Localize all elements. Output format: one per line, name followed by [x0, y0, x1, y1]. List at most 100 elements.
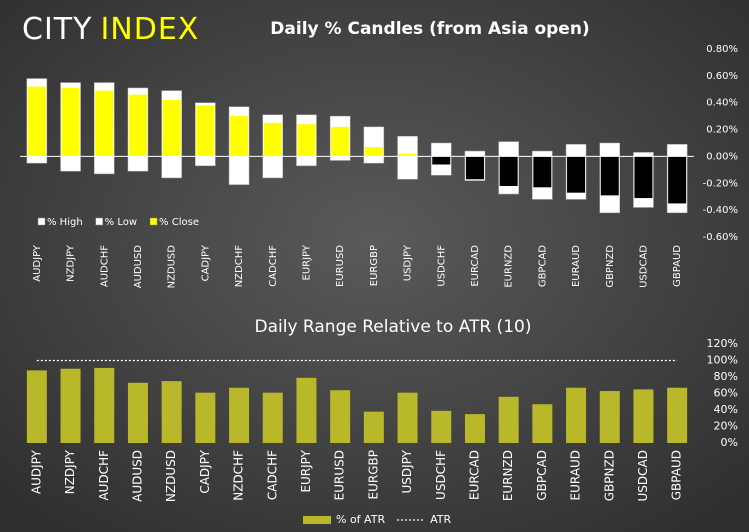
x-tick-label: EURCAD — [470, 245, 481, 287]
y-tick-label: 0.80% — [706, 44, 738, 55]
y-tick-label: 80% — [714, 370, 738, 383]
x-tick-label: USDCAD — [636, 450, 650, 501]
legend-label: % of ATR — [336, 513, 385, 526]
bar — [363, 411, 384, 443]
bar — [94, 367, 115, 443]
logo: CITY INDEX — [22, 12, 199, 47]
y-tick-label: 0.00% — [706, 151, 738, 162]
candle-close — [600, 156, 619, 196]
y-tick-label: 0% — [721, 436, 738, 449]
bar — [60, 368, 81, 443]
x-tick-label: GBPAUD — [672, 245, 683, 287]
bar — [127, 382, 148, 443]
x-tick-label: AUDUSD — [130, 450, 144, 502]
y-tick-label: 100% — [707, 354, 738, 367]
candle-close — [95, 90, 114, 157]
y-tick-label: -0.40% — [703, 205, 738, 216]
candle-range — [397, 136, 418, 180]
candle-close — [499, 156, 518, 186]
x-tick-label: GBPCAD — [535, 450, 549, 501]
legend-label: ATR — [430, 513, 451, 526]
candle-close — [465, 156, 484, 180]
legend-swatch — [149, 217, 158, 226]
candle-close — [263, 122, 282, 157]
x-tick-label: NZDCHF — [232, 450, 246, 501]
bar — [498, 396, 519, 443]
x-tick-label: NZDJPY — [66, 244, 77, 282]
x-tick-label: EURUSD — [335, 245, 346, 287]
x-tick-label: NZDUSD — [164, 450, 178, 502]
bar — [667, 387, 688, 443]
y-tick-label: 40% — [714, 403, 738, 416]
candle-close — [398, 153, 417, 157]
y-tick-label: 60% — [714, 387, 738, 400]
candle-close — [432, 156, 451, 165]
x-tick-label: NZDCHF — [234, 245, 245, 288]
bar — [464, 414, 485, 443]
candle-close — [331, 126, 350, 157]
legend-swatch — [37, 217, 46, 226]
x-tick-label: EURNZD — [501, 450, 515, 501]
bar — [431, 410, 452, 443]
bar — [566, 387, 587, 443]
legend-label: % Close — [159, 217, 199, 228]
x-tick-label: USDCAD — [638, 245, 649, 288]
x-tick-label: USDCHF — [436, 245, 447, 287]
x-tick-label: USDJPY — [400, 449, 414, 493]
y-tick-label: 20% — [714, 420, 738, 433]
candle-close — [162, 100, 181, 157]
bar — [26, 370, 47, 443]
x-tick-label: EURGBP — [366, 450, 380, 499]
candle-close — [668, 156, 687, 204]
x-tick-label: EURJPY — [301, 244, 312, 280]
candle-close — [230, 116, 249, 157]
chart-title: Daily % Candles (from Asia open) — [270, 19, 589, 39]
x-tick-label: EURCAD — [467, 450, 481, 500]
x-tick-label: CADCHF — [268, 245, 279, 287]
x-tick-label: GBPAUD — [670, 450, 684, 500]
bar — [161, 381, 182, 443]
bar — [633, 389, 654, 443]
x-tick-label: CADJPY — [198, 449, 212, 493]
candle-close — [533, 156, 552, 188]
legend-swatch — [303, 516, 331, 524]
y-tick-label: 0.20% — [706, 125, 738, 136]
candle-close — [634, 156, 653, 199]
bar — [296, 377, 317, 443]
x-tick-label: NZDUSD — [167, 245, 178, 289]
logo-part: CITY — [22, 12, 92, 47]
legend-swatch — [95, 217, 103, 226]
x-tick-label: AUDUSD — [133, 245, 144, 289]
y-tick-label: 120% — [707, 337, 738, 350]
x-tick-label: AUDJPY — [29, 449, 43, 494]
bar — [195, 392, 216, 443]
bar — [532, 404, 553, 443]
x-tick-label: EURAUD — [571, 245, 582, 287]
x-tick-label: GBPNZD — [605, 245, 616, 288]
legend-label: % High — [47, 217, 83, 228]
x-tick-label: EURGBP — [369, 245, 380, 286]
x-tick-label: EURAUD — [569, 450, 583, 500]
x-tick-label: CADJPY — [200, 244, 211, 281]
bar — [599, 391, 620, 443]
x-tick-label: EURUSD — [333, 450, 347, 500]
candle-close — [27, 86, 46, 157]
x-tick-label: AUDCHF — [99, 245, 110, 287]
bar — [262, 392, 283, 443]
chart-title: Daily Range Relative to ATR (10) — [255, 317, 532, 337]
y-tick-label: -0.60% — [703, 232, 738, 243]
x-tick-label: CADCHF — [265, 450, 279, 500]
x-tick-label: GBPNZD — [602, 450, 616, 501]
logo-part: INDEX — [100, 12, 199, 47]
bar — [330, 390, 351, 443]
y-tick-label: 0.60% — [706, 71, 738, 82]
x-tick-label: NZDJPY — [63, 449, 77, 494]
candle-range — [363, 126, 385, 164]
x-tick-label: AUDCHF — [97, 450, 111, 501]
x-tick-label: USDJPY — [403, 244, 414, 281]
candle-close — [567, 156, 586, 193]
x-tick-label: USDCHF — [434, 450, 448, 500]
x-tick-label: AUDJPY — [32, 244, 43, 282]
